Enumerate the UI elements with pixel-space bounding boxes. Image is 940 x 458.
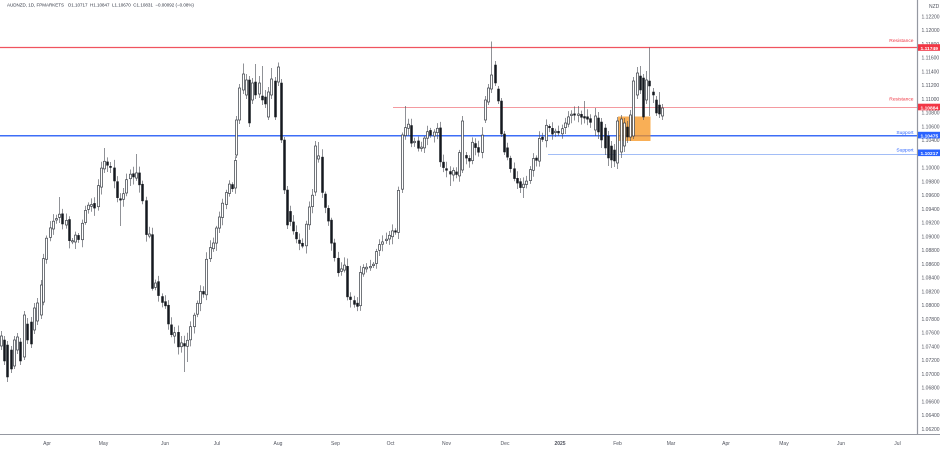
svg-text:Nov: Nov — [442, 441, 451, 447]
svg-text:1.10600: 1.10600 — [922, 124, 940, 130]
svg-text:1.07400: 1.07400 — [922, 344, 940, 350]
svg-text:Jun: Jun — [161, 441, 169, 447]
svg-text:Dec: Dec — [501, 441, 510, 447]
svg-text:Oct: Oct — [387, 441, 395, 447]
svg-text:Apr: Apr — [43, 441, 51, 447]
svg-text:1.07000: 1.07000 — [922, 372, 940, 378]
svg-text:May: May — [99, 441, 109, 447]
svg-text:1.09200: 1.09200 — [922, 221, 940, 227]
svg-text:1.10000: 1.10000 — [922, 166, 940, 172]
svg-text:2025: 2025 — [554, 441, 565, 447]
svg-text:1.08600: 1.08600 — [922, 262, 940, 268]
svg-text:Feb: Feb — [613, 441, 622, 447]
svg-text:Resistance: Resistance — [889, 38, 913, 44]
svg-text:Apr: Apr — [722, 441, 730, 447]
svg-text:1.12200: 1.12200 — [922, 14, 940, 20]
svg-text:1.10475: 1.10475 — [921, 133, 939, 139]
svg-text:Jul: Jul — [214, 441, 220, 447]
svg-text:Jun: Jun — [837, 441, 845, 447]
svg-text:1.10400: 1.10400 — [922, 138, 940, 144]
svg-text:1.07800: 1.07800 — [922, 317, 940, 323]
svg-text:Support: Support — [896, 148, 914, 154]
svg-text:Sep: Sep — [331, 441, 340, 447]
svg-text:AUDNZD, 1D, FPMARKETS O1.107: AUDNZD, 1D, FPMARKETS O1.10717 H1.10847 … — [7, 3, 194, 8]
svg-text:1.11400: 1.11400 — [922, 69, 940, 75]
svg-text:Jul: Jul — [894, 441, 900, 447]
svg-text:1.07600: 1.07600 — [922, 331, 940, 337]
svg-text:1.08800: 1.08800 — [922, 248, 940, 254]
svg-text:1.08000: 1.08000 — [922, 303, 940, 309]
svg-text:NZD: NZD — [929, 4, 940, 10]
svg-text:1.11600: 1.11600 — [922, 56, 940, 62]
svg-text:1.06600: 1.06600 — [922, 399, 940, 405]
svg-text:1.06800: 1.06800 — [922, 386, 940, 392]
svg-text:1.08400: 1.08400 — [922, 276, 940, 282]
svg-text:1.12000: 1.12000 — [922, 28, 940, 34]
svg-text:1.10884: 1.10884 — [921, 105, 939, 111]
svg-text:Resistance: Resistance — [889, 96, 913, 102]
svg-text:1.08200: 1.08200 — [922, 289, 940, 295]
svg-text:May: May — [779, 441, 789, 447]
svg-text:1.11749: 1.11749 — [921, 46, 939, 52]
svg-text:1.11000: 1.11000 — [922, 97, 940, 103]
svg-text:1.09800: 1.09800 — [922, 179, 940, 185]
svg-text:1.10800: 1.10800 — [922, 111, 940, 117]
svg-text:1.07200: 1.07200 — [922, 358, 940, 364]
svg-text:1.06400: 1.06400 — [922, 413, 940, 419]
svg-text:Aug: Aug — [274, 441, 283, 447]
svg-text:1.10217: 1.10217 — [921, 151, 939, 157]
svg-text:Mar: Mar — [667, 441, 676, 447]
svg-text:1.06200: 1.06200 — [922, 427, 940, 433]
svg-text:1.09600: 1.09600 — [922, 193, 940, 199]
svg-text:1.09000: 1.09000 — [922, 234, 940, 240]
svg-text:1.09400: 1.09400 — [922, 207, 940, 213]
svg-text:Support: Support — [896, 130, 914, 136]
svg-text:1.11200: 1.11200 — [922, 83, 940, 89]
